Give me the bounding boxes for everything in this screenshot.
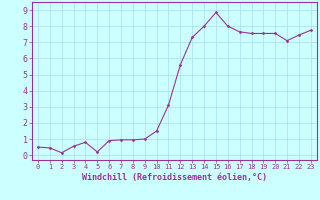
X-axis label: Windchill (Refroidissement éolien,°C): Windchill (Refroidissement éolien,°C) [82,173,267,182]
